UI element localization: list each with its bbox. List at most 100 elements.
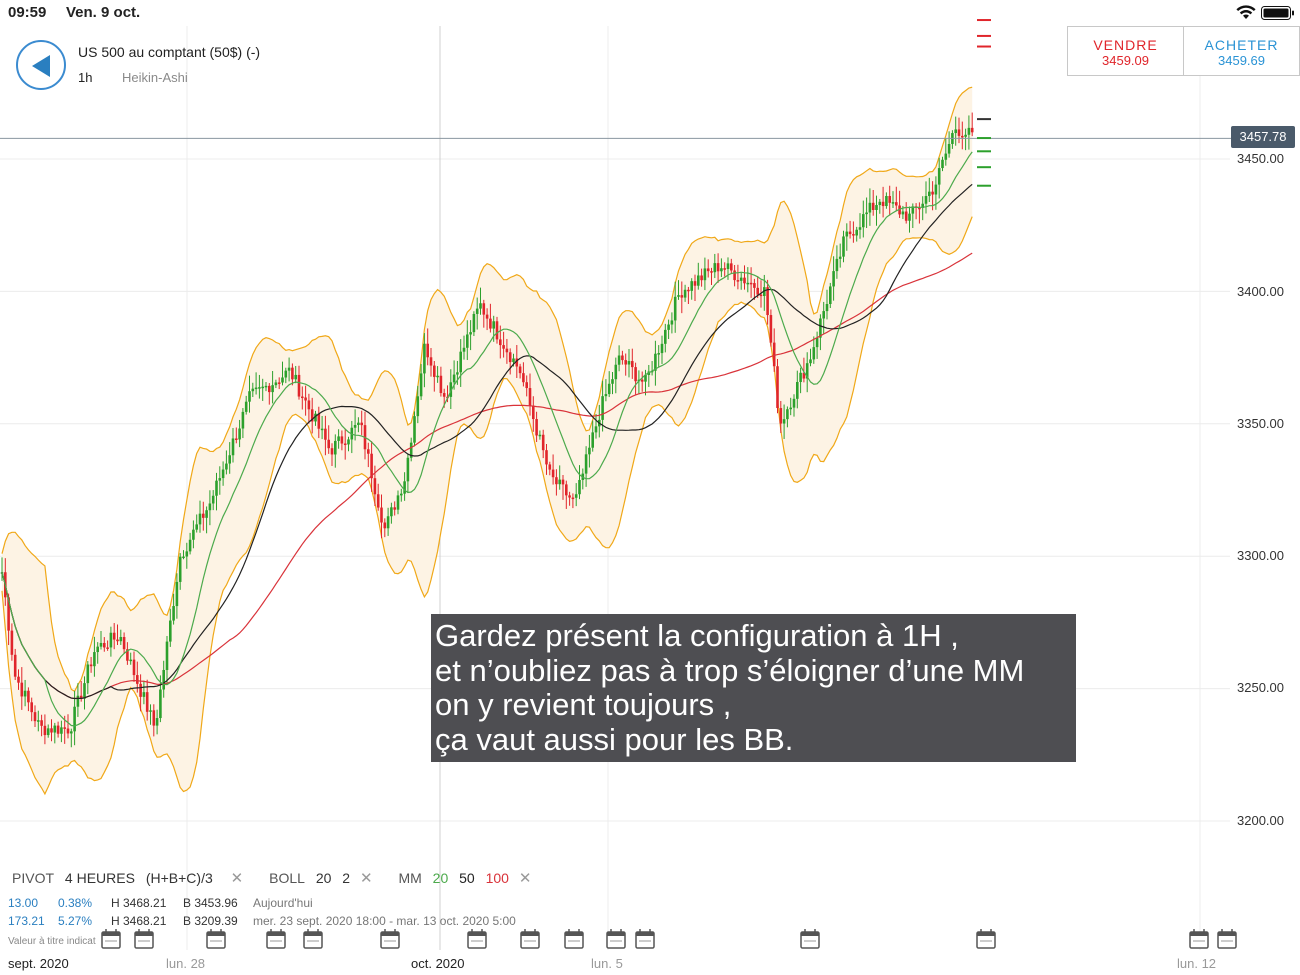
candle-body [924,196,928,204]
change-percent: 0.38% [58,896,93,910]
candle-body [687,289,690,292]
mm-close-icon[interactable]: ✕ [518,870,532,887]
candle-body [76,695,80,707]
candle-body [416,396,420,417]
candle-body [169,620,172,642]
calendar-event-icon[interactable] [206,929,226,949]
candle-body [390,507,393,517]
candle-body [908,213,911,221]
candle-body [136,675,139,684]
candle-body [921,203,924,208]
candle-body [93,652,96,667]
candle-body [538,434,542,437]
candle-body [792,398,796,408]
pivot-label[interactable]: PIVOT [12,870,55,886]
candle-body [502,345,505,349]
low-value: B 3453.96 [183,896,238,910]
chart-style-selector[interactable]: Heikin-Ashi [122,70,188,85]
candle-body [776,366,779,409]
candle-body [749,282,753,285]
calendar-event-icon[interactable] [101,929,121,949]
boll-label[interactable]: BOLL [269,870,305,886]
candle-body [805,363,809,379]
candle-body [403,481,406,494]
calendar-event-icon[interactable] [800,929,820,949]
back-button[interactable] [16,40,66,90]
candle-body [205,510,208,518]
candle-body [654,353,657,371]
mm-20-label: 20 [432,870,449,886]
timeframe-selector[interactable]: 1h [78,70,93,85]
candle-body [885,195,888,207]
candle-body [838,256,842,259]
candle-body [172,606,175,621]
candle-body [627,361,631,365]
calendar-event-icon[interactable] [266,929,286,949]
sell-button[interactable]: VENDRE 3459.09 [1067,26,1184,76]
calendar-event-icon[interactable] [520,929,540,949]
candle-body [640,379,644,382]
candle-body [103,642,106,648]
calendar-event-icon[interactable] [380,929,400,949]
pivot-close-icon[interactable]: ✕ [230,870,244,887]
x-axis-label: lun. 12 [1177,956,1217,971]
candle-body [482,303,486,315]
candle-body [535,419,538,436]
calendar-event-icon[interactable] [1217,929,1237,949]
candle-body [268,385,271,393]
candle-body [337,436,340,441]
boll-close-icon[interactable]: ✕ [359,870,373,887]
candle-body [703,268,707,281]
candle-body [370,453,373,479]
calendar-event-icon[interactable] [1189,929,1209,949]
candle-body [829,286,832,305]
candle-body [961,135,964,138]
candle-body [726,263,730,270]
candle-body [763,287,766,297]
candle-body [23,690,27,697]
calendar-event-icon[interactable] [467,929,487,949]
candle-body [215,480,218,496]
candle-body [865,212,868,215]
candle-body [591,432,594,448]
candle-body [574,494,578,498]
candle-body [258,387,261,389]
candle-body [475,308,479,314]
candle-body [297,374,301,397]
x-axis-label: sept. 2020 [8,956,69,971]
candle-body [330,448,334,455]
candle-body [142,692,146,697]
candle-body [159,689,162,719]
candle-body [132,659,136,676]
calendar-event-icon[interactable] [635,929,655,949]
candle-body [624,360,627,365]
candle-body [452,374,456,383]
instrument-name[interactable]: US 500 au comptant (50$) (-) [78,44,261,60]
calendar-event-icon[interactable] [134,929,154,949]
candle-body [578,479,581,495]
candle-body [812,347,816,360]
candle-body [383,522,387,529]
candle-body [835,258,839,272]
candle-body [277,382,281,384]
calendar-event-icon[interactable] [976,929,996,949]
candle-body [139,683,142,697]
period-label: Aujourd'hui [253,896,313,910]
candle-body [106,647,109,649]
calendar-event-icon[interactable] [606,929,626,949]
candle-body [809,359,812,364]
pivot-formula: (H+B+C)/3 [145,870,213,886]
candle-body [700,275,703,281]
buy-button[interactable]: ACHETER 3459.69 [1183,26,1300,76]
calendar-event-icon[interactable] [564,929,584,949]
candle-body [60,727,63,734]
calendar-event-icon[interactable] [303,929,323,949]
bollinger-band-fill [2,87,973,794]
candle-body [548,464,552,470]
candle-body [284,370,288,378]
candle-body [291,367,294,380]
mm-label[interactable]: MM [398,870,422,886]
x-axis-label: lun. 28 [166,956,206,971]
y-tick-label: 3450.00 [1237,151,1284,166]
